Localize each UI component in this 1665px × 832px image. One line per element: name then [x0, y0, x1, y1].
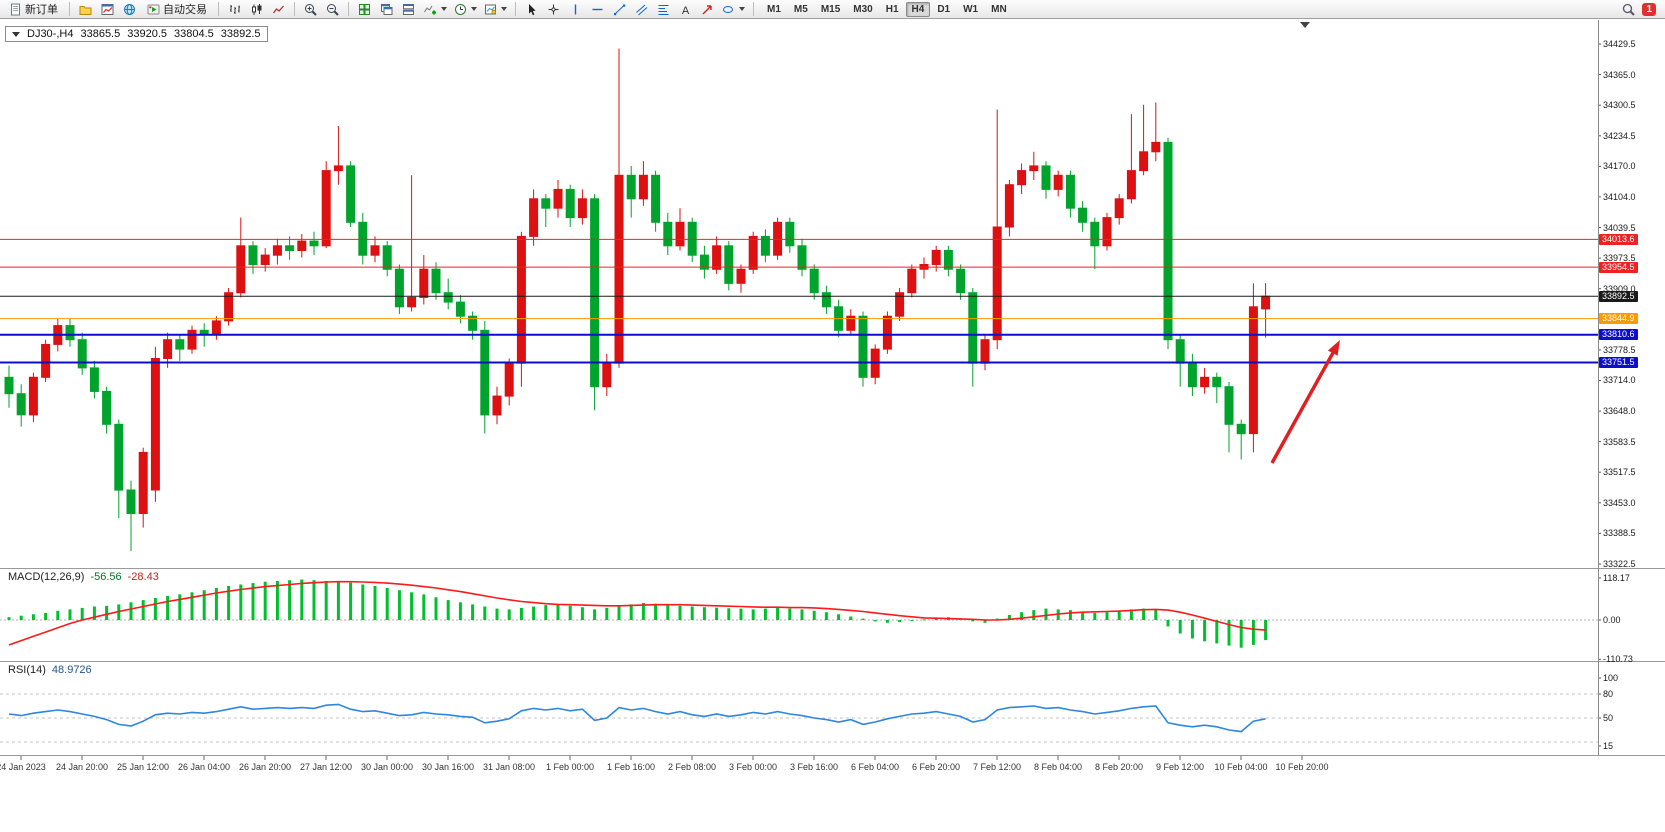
stack-windows-button[interactable] [398, 1, 419, 18]
horizontal-line-icon [592, 8, 603, 10]
cascade-windows-button[interactable] [376, 1, 397, 18]
timeframe-button-m5[interactable]: M5 [793, 3, 808, 15]
cascade-windows-icon [381, 3, 393, 15]
chevron-down-icon [471, 7, 477, 11]
new-order-label: 新订单 [25, 4, 58, 16]
line-chart-icon [272, 5, 284, 13]
crosshair-icon [548, 4, 559, 14]
clock-icon [455, 3, 466, 15]
indicators-icon [424, 5, 436, 14]
toolbar-separator [515, 2, 516, 16]
line-chart-button[interactable] [268, 1, 289, 18]
periods-button[interactable] [451, 1, 480, 18]
stack-windows-icon [403, 3, 414, 15]
vertical-line-icon [574, 4, 577, 14]
candlestick-icon [252, 3, 262, 15]
timeframe-button-d1[interactable]: D1 [937, 3, 951, 15]
new-order-button[interactable]: 新订单 [3, 1, 64, 18]
zoom-out-button[interactable] [322, 1, 343, 18]
search-icon [1623, 3, 1636, 16]
rsi-panel[interactable] [0, 662, 1598, 754]
timeframe-button-m1[interactable]: M1 [767, 3, 781, 15]
tile-windows-icon [359, 3, 370, 15]
text-tool-button[interactable]: A [675, 1, 696, 18]
channel-tool-button[interactable] [631, 1, 652, 18]
profiles-button[interactable] [75, 1, 96, 18]
time-axis[interactable] [0, 755, 1598, 777]
autotrading-label: 自动交易 [163, 4, 207, 16]
zoom-in-button[interactable] [300, 1, 321, 18]
bar-chart-button[interactable] [224, 1, 245, 18]
equidistant-channel-icon [636, 4, 648, 15]
toolbar-separator [294, 2, 295, 16]
new-chart-button[interactable] [97, 1, 118, 18]
autotrading-button[interactable]: 自动交易 [141, 1, 213, 18]
vertical-line-tool-button[interactable] [565, 1, 586, 18]
macd-histogram [7, 579, 1268, 648]
indicators-button[interactable] [420, 1, 450, 18]
timeframe-toolbar: M1 M5 M15 M30 H1 H4 D1 W1 MN [761, 1, 1013, 17]
cursor-tool-button[interactable] [521, 1, 542, 18]
price-axis-border [1598, 20, 1599, 755]
main-toolbar: 新订单 自动交易 [0, 0, 1665, 19]
cursor-icon [529, 3, 536, 15]
toolbar-separator [218, 2, 219, 16]
horizontal-line-tool-button[interactable] [587, 1, 608, 18]
macd-panel[interactable] [0, 569, 1598, 660]
fibonacci-tool-button[interactable] [653, 1, 674, 18]
macd-signal-line [8, 580, 1266, 646]
fibonacci-icon [658, 4, 669, 15]
timeframe-button-h1[interactable]: H1 [885, 3, 899, 15]
template-icon [485, 4, 497, 14]
notification-badge[interactable]: 1 [1642, 2, 1656, 16]
candlestick-chart-button[interactable] [246, 1, 267, 18]
arrow-tool-icon [702, 4, 712, 14]
search-button[interactable] [1618, 1, 1639, 18]
panel-splitter[interactable] [0, 568, 1665, 569]
timeframe-button-h4[interactable]: H4 [905, 1, 931, 17]
templates-button[interactable] [481, 1, 510, 18]
toolbar-separator [348, 2, 349, 16]
panel-splitter[interactable] [0, 661, 1665, 662]
ellipse-shape-icon [723, 5, 733, 13]
trendline-icon [614, 4, 626, 15]
crosshair-tool-button[interactable] [543, 1, 564, 18]
main-price-panel[interactable] [0, 20, 1598, 568]
panel-splitter[interactable] [0, 755, 1665, 756]
svg-text:A: A [682, 5, 690, 16]
text-tool-icon: A [682, 5, 690, 16]
new-order-icon [11, 3, 20, 15]
arrow-annotation[interactable] [1270, 340, 1340, 464]
zoom-out-icon [327, 3, 339, 16]
arrows-tool-button[interactable] [697, 1, 718, 18]
shapes-tool-button[interactable] [719, 1, 748, 18]
timeframe-button-w1[interactable]: W1 [963, 3, 979, 15]
market-watch-button[interactable] [119, 1, 140, 18]
rsi-line [8, 703, 1266, 733]
timeframe-button-m30[interactable]: M30 [853, 3, 873, 15]
candles-layer [4, 48, 1271, 552]
ohlc-bars-icon [230, 4, 240, 14]
toolbar-separator [69, 2, 70, 16]
chevron-down-icon [739, 7, 745, 11]
zoom-in-icon [305, 3, 317, 16]
chevron-down-icon [441, 7, 447, 11]
timeframe-button-mn[interactable]: MN [991, 3, 1007, 15]
chart-window-icon [101, 3, 114, 15]
timeframe-button-m15[interactable]: M15 [820, 3, 841, 15]
toolbar-separator [753, 2, 754, 16]
tile-windows-button[interactable] [354, 1, 375, 18]
autotrading-play-icon [147, 4, 160, 14]
trendline-tool-button[interactable] [609, 1, 630, 18]
chevron-down-icon [501, 7, 507, 11]
globe-icon [124, 3, 135, 15]
horizontal-line-objects[interactable] [0, 238, 1598, 364]
folder-icon [79, 5, 92, 15]
